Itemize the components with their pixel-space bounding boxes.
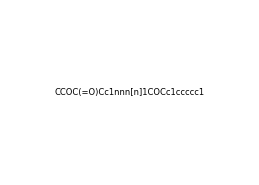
Text: CCOC(=O)Cc1nnn[n]1COCc1ccccc1: CCOC(=O)Cc1nnn[n]1COCc1ccccc1 — [54, 88, 205, 97]
